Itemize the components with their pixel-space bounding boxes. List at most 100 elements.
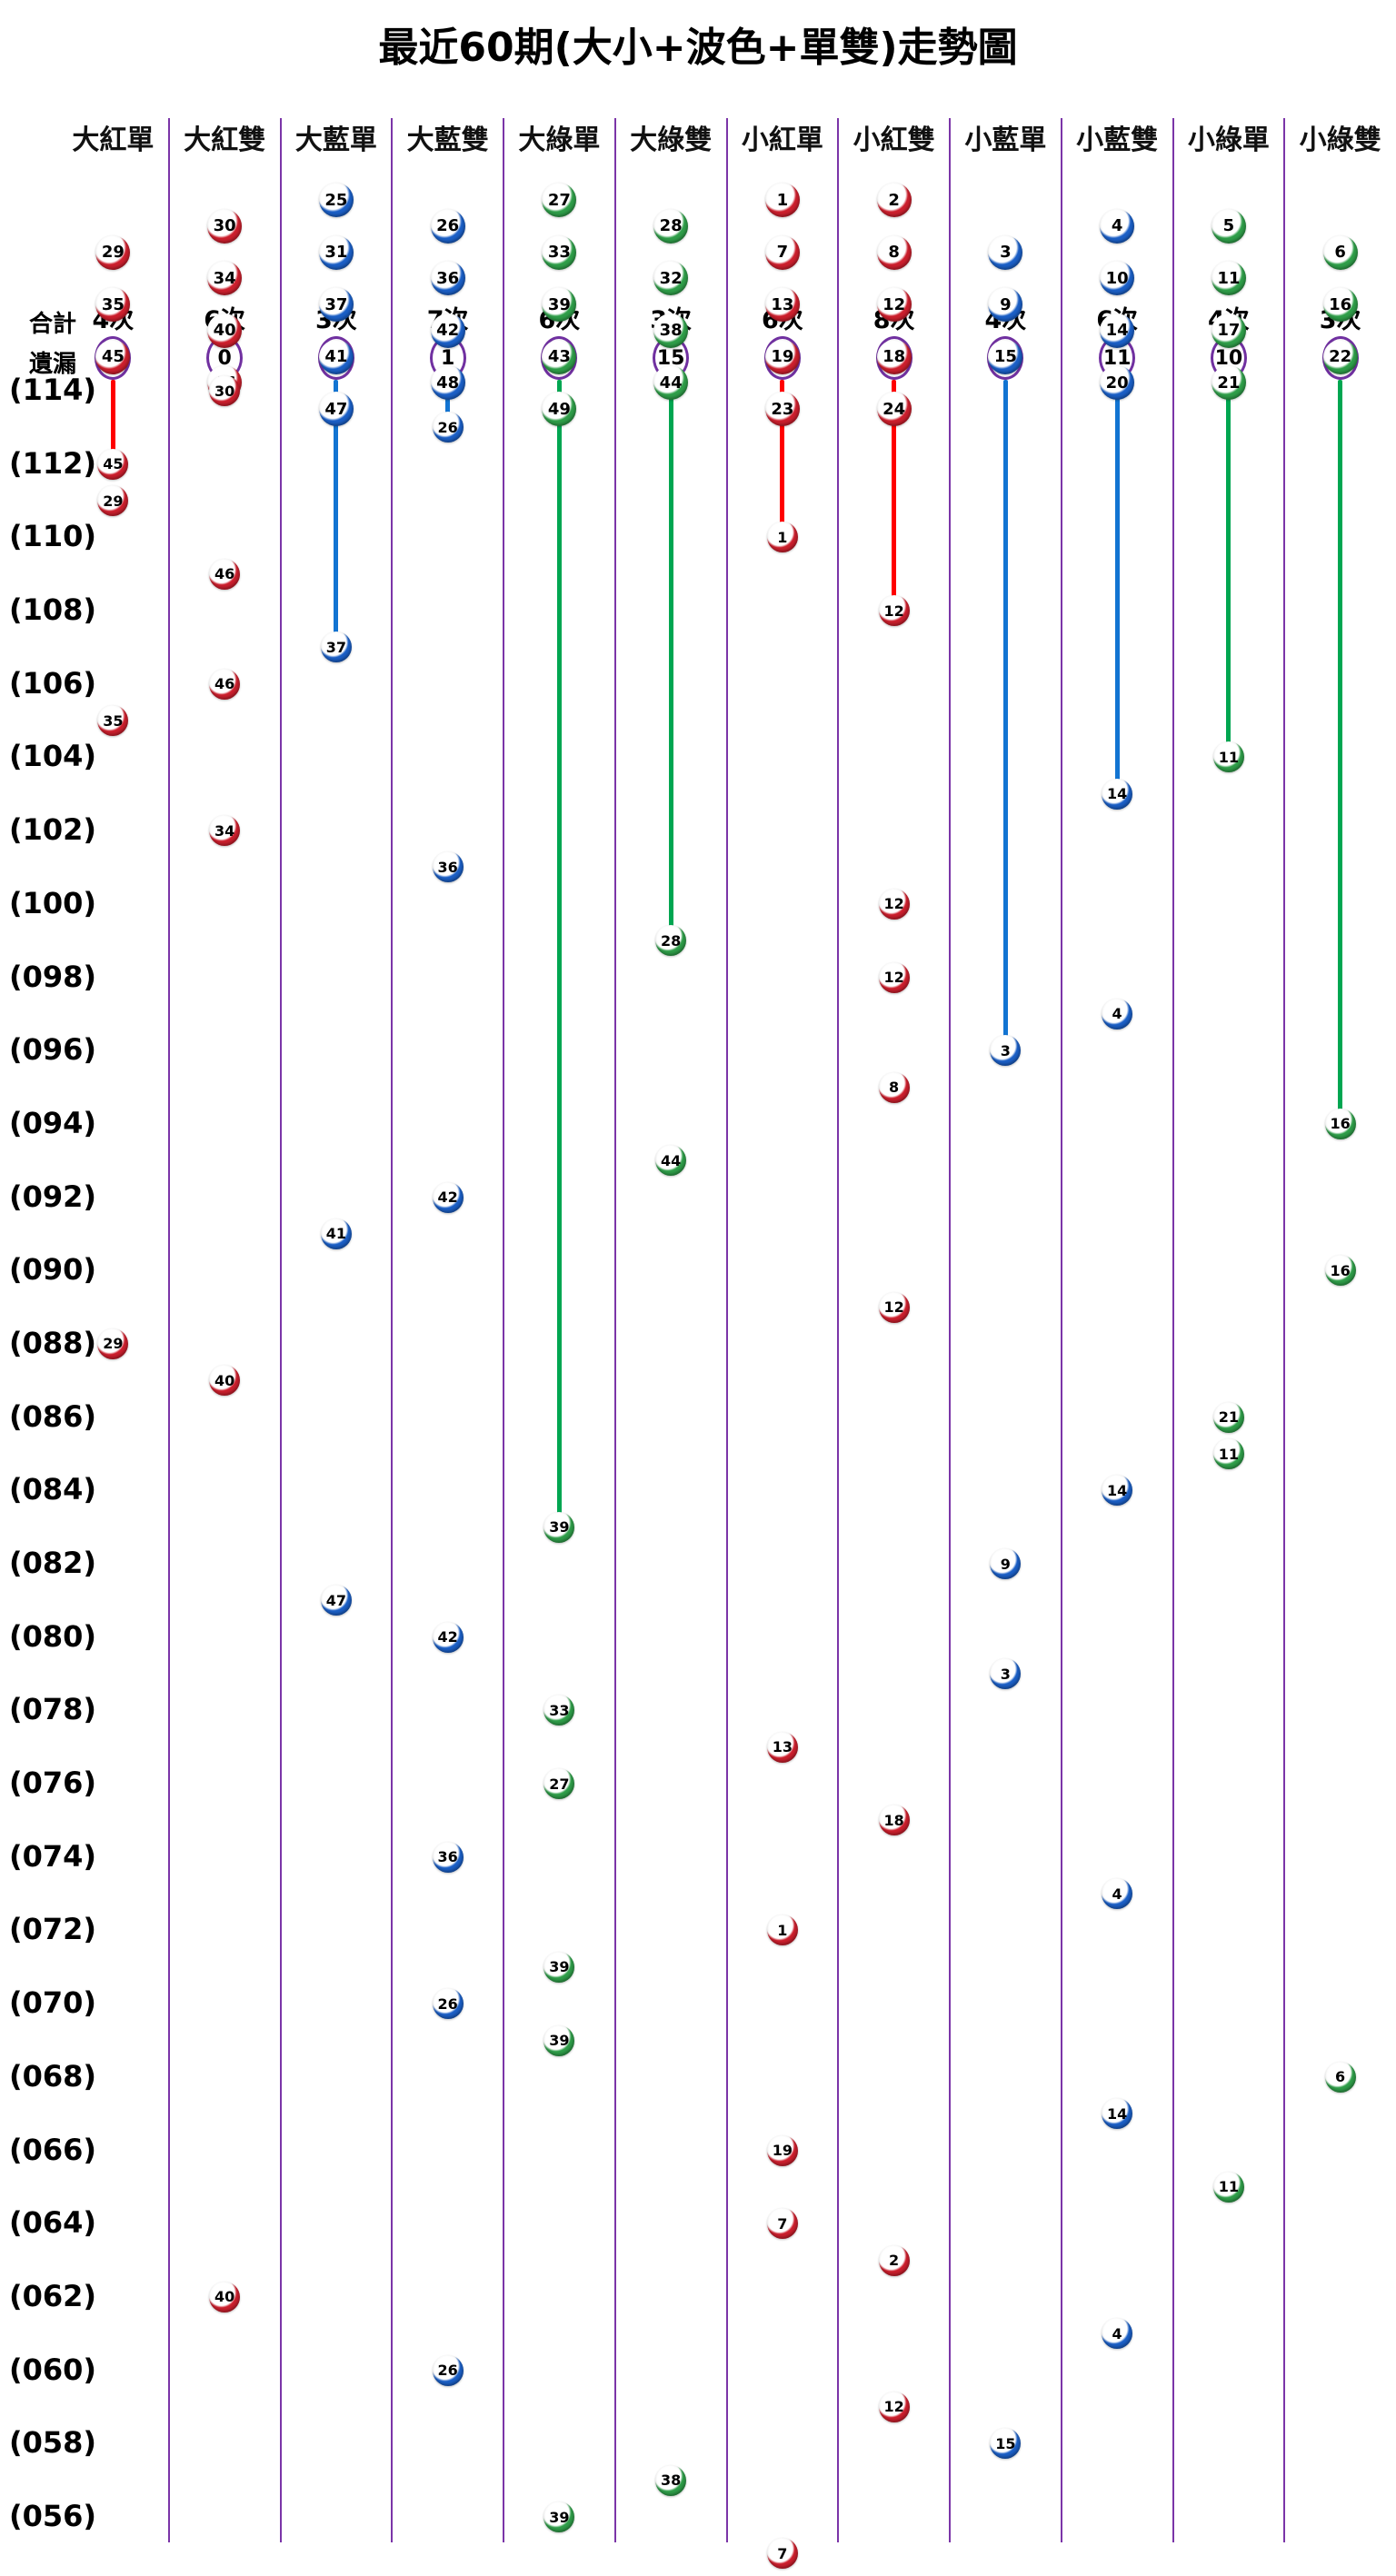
member-ball: 6 [1322, 234, 1358, 270]
trend-line [110, 380, 115, 464]
trend-line [1338, 380, 1343, 1124]
draw-ball: 3 [990, 1658, 1022, 1690]
column-header: 小紅單 [741, 124, 823, 156]
trend-line [1226, 380, 1231, 758]
draw-ball: 33 [543, 1695, 575, 1726]
member-ball: 38 [653, 313, 689, 348]
draw-ball: 41 [320, 1218, 352, 1249]
draw-ball: 46 [209, 668, 241, 700]
draw-ball: 4 [1102, 1878, 1133, 1910]
column-separator [725, 118, 728, 2542]
draw-ball: 37 [320, 632, 352, 663]
draw-ball: 16 [1324, 1255, 1356, 1287]
draw-ball: 29 [97, 1328, 129, 1359]
draw-ball: 26 [432, 412, 464, 443]
member-ball: 44 [653, 365, 689, 401]
draw-ball: 28 [655, 925, 687, 957]
row-label: (062) [9, 2278, 97, 2313]
row-label: (088) [9, 1325, 97, 1360]
draw-ball: 42 [432, 1621, 464, 1653]
draw-ball: 14 [1102, 778, 1133, 810]
member-ball: 5 [1211, 208, 1246, 244]
draw-ball: 39 [543, 2501, 575, 2532]
member-ball: 47 [318, 392, 354, 426]
member-ball: 11 [1211, 261, 1246, 296]
row-label: (114) [9, 373, 97, 407]
draw-ball: 21 [1212, 1401, 1244, 1433]
draw-ball: 9 [990, 1548, 1022, 1580]
member-ball: 36 [430, 261, 465, 296]
row-label: (074) [9, 1838, 97, 1874]
draw-ball: 40 [209, 2281, 241, 2312]
draw-ball: 38 [655, 2464, 687, 2496]
column-separator [613, 118, 616, 2542]
member-ball: 35 [95, 287, 131, 322]
trend-line [1002, 380, 1008, 1051]
member-ball: 42 [430, 313, 465, 348]
member-ball: 9 [988, 287, 1023, 322]
member-ball: 3 [988, 234, 1023, 270]
row-label: (068) [9, 2058, 97, 2094]
row-label: (066) [9, 2132, 97, 2167]
row-label: (084) [9, 1472, 97, 1507]
row-label: (112) [9, 445, 97, 481]
draw-ball: 15 [990, 2428, 1022, 2460]
column-separator [837, 118, 840, 2542]
draw-ball: 6 [1324, 2061, 1356, 2093]
row-label: (080) [9, 1618, 97, 1654]
row-label: (092) [9, 1179, 97, 1214]
member-ball: 40 [207, 313, 243, 348]
column-header: 大紅單 [72, 124, 155, 156]
draw-ball: 12 [878, 888, 910, 920]
row-label: (056) [9, 2499, 97, 2533]
member-ball: 19 [764, 339, 800, 374]
member-ball: 34 [207, 261, 243, 296]
draw-ball: 12 [878, 2391, 910, 2422]
column-header: 大紅雙 [184, 124, 266, 156]
draw-ball: 39 [543, 2024, 575, 2056]
draw-ball: 35 [97, 705, 129, 737]
row-label: (094) [9, 1105, 97, 1140]
draw-ball: 12 [878, 1291, 910, 1323]
column-header: 小綠單 [1187, 124, 1270, 156]
draw-ball: 12 [878, 595, 910, 627]
trend-line [445, 380, 451, 428]
row-label: (082) [9, 1546, 97, 1581]
draw-ball: 45 [97, 448, 129, 480]
draw-ball: 1 [766, 1915, 798, 1946]
draw-ball: 34 [209, 815, 241, 847]
member-ball: 48 [430, 365, 465, 401]
column-separator [167, 118, 170, 2542]
draw-ball: 42 [432, 1181, 464, 1213]
draw-ball: 3 [990, 1035, 1022, 1067]
trend-line [1114, 380, 1120, 794]
member-ball: 21 [1211, 365, 1246, 401]
draw-ball: 4 [1102, 998, 1133, 1029]
member-ball: 20 [1100, 365, 1135, 401]
member-ball: 4 [1100, 208, 1135, 244]
member-ball: 7 [764, 234, 800, 270]
row-label: (102) [9, 812, 97, 848]
row-label: (096) [9, 1032, 97, 1068]
row-label: (064) [9, 2205, 97, 2241]
row-label: (086) [9, 1398, 97, 1434]
trend-line [668, 380, 673, 941]
member-ball: 25 [318, 183, 354, 217]
draw-ball: 14 [1102, 2098, 1133, 2130]
draw-ball: 16 [1324, 1108, 1356, 1139]
draw-ball: 29 [97, 485, 129, 517]
draw-ball: 26 [432, 1988, 464, 2020]
member-ball: 12 [876, 287, 912, 322]
draw-ball: 39 [543, 1511, 575, 1543]
miss-row-label: 遺漏 [28, 351, 76, 378]
row-label: (078) [9, 1692, 97, 1727]
row-label: (072) [9, 1912, 97, 1947]
member-ball: 22 [1322, 339, 1358, 374]
member-ball: 15 [988, 339, 1023, 374]
column-separator [949, 118, 951, 2542]
member-ball: 17 [1211, 313, 1246, 348]
member-ball: 1 [764, 183, 800, 217]
member-ball: 27 [542, 183, 577, 217]
member-ball: 14 [1100, 313, 1135, 348]
